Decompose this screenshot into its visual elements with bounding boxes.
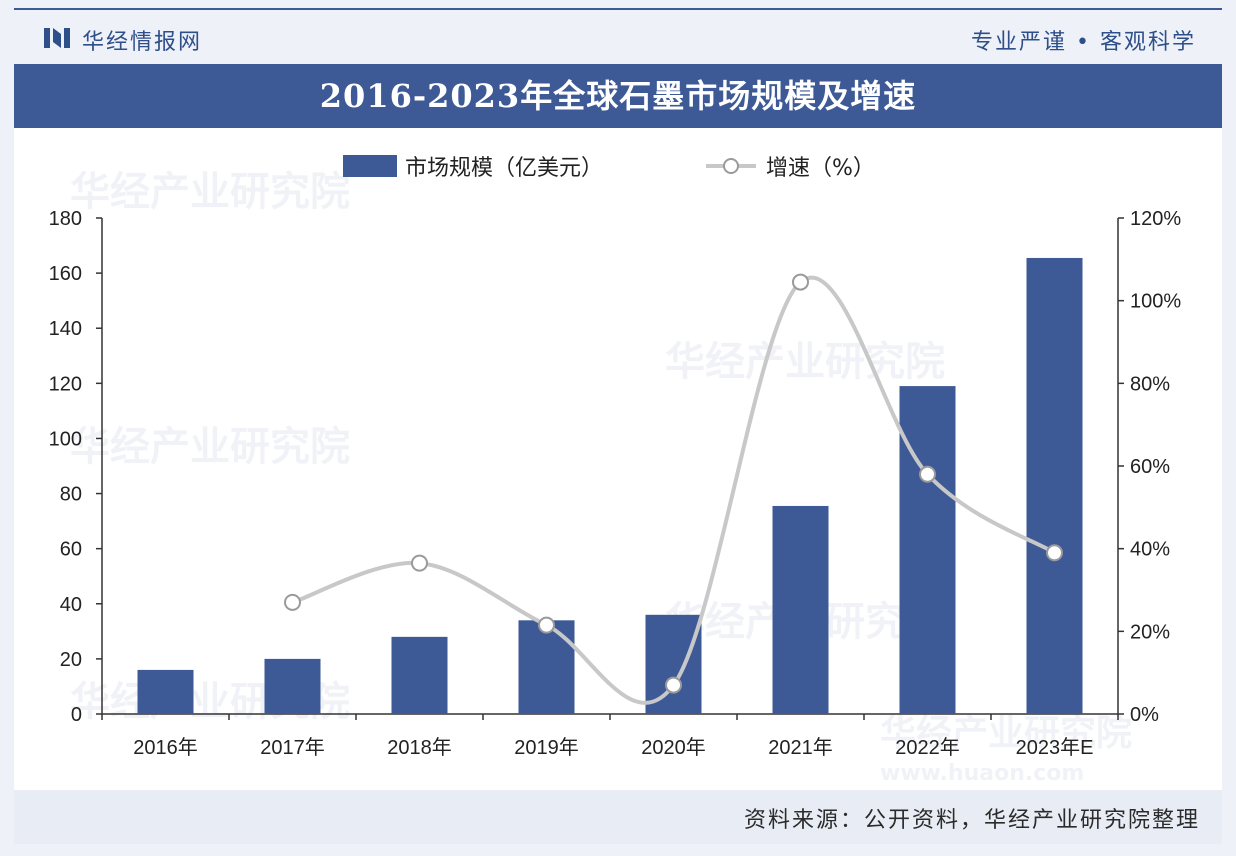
growth-point: [792, 273, 809, 291]
x-tick-label: 2016年: [133, 736, 198, 759]
bar: [137, 669, 194, 714]
legend-line-marker: [723, 158, 739, 174]
plot-panel: [14, 128, 1222, 790]
x-tick-label: 2021年: [768, 736, 833, 759]
slogan: 专业严谨 • 客观科学: [971, 30, 1196, 55]
top-rule: [14, 8, 1222, 10]
bar: [264, 658, 321, 714]
left-tick-label: 80: [60, 484, 82, 506]
left-tick-label: 120: [49, 373, 82, 395]
right-tick-label: 60%: [1130, 456, 1170, 478]
bar: [518, 620, 575, 714]
source-note: 资料来源：公开资料，华经产业研究院整理: [743, 808, 1200, 833]
bar: [772, 505, 829, 714]
x-tick-label: 2017年: [260, 736, 325, 759]
left-tick-label: 40: [60, 594, 82, 616]
header: 华经情报网 专业严谨 • 客观科学: [14, 12, 1222, 62]
growth-point: [1046, 544, 1063, 562]
x-tick-label: 2019年: [514, 736, 579, 759]
watermark-text: 华经产业研究院: [880, 713, 1132, 754]
right-tick-label: 120%: [1130, 208, 1181, 230]
watermark-text: 华经产业研究院: [70, 169, 350, 215]
left-tick-label: 60: [60, 539, 82, 561]
growth-point: [411, 554, 428, 572]
growth-point: [538, 616, 555, 634]
left-tick-label: 20: [60, 649, 82, 671]
title-bar: 2016-2023年全球石墨市场规模及增速: [14, 64, 1222, 128]
left-tick-label: 100: [49, 428, 82, 450]
watermark-url: www.huaon.com: [880, 761, 1084, 786]
watermark-layer: 华经产业研究院 华经产业研究院 华经产业研究院 华经产业研究院 华经产业研究院 …: [70, 169, 1132, 786]
bar: [645, 614, 702, 714]
right-tick-label: 20%: [1130, 621, 1170, 643]
x-tick-label: 2018年: [387, 736, 452, 759]
right-tick-label: 40%: [1130, 539, 1170, 561]
left-tick-label: 0: [71, 704, 82, 726]
legend: 市场规模（亿美元） 增速（%）: [343, 155, 875, 181]
brand-name: 华经情报网: [82, 30, 203, 55]
bar: [391, 636, 448, 714]
left-tick-label: 140: [49, 318, 82, 340]
axes: 0 20 40 60 80 100 120 140 160 180 0% 20% 40% 60% 80% 10…: [49, 208, 1182, 759]
x-tick-label: 2020年: [641, 736, 706, 759]
right-tick-label: 100%: [1130, 291, 1181, 313]
growth-line: [291, 275, 1056, 705]
legend-bar-swatch: [343, 155, 397, 177]
legend-label-line: 增速（%）: [766, 156, 875, 181]
right-tick-label: 0%: [1130, 704, 1159, 726]
growth-line-series: [284, 273, 1063, 705]
bar: [1026, 257, 1083, 714]
footer: 资料来源：公开资料，华经产业研究院整理: [14, 790, 1222, 844]
watermark-text: 华经产业研究院: [70, 424, 350, 470]
bar: [899, 386, 956, 714]
right-tick-label: 80%: [1130, 373, 1170, 395]
left-tick-label: 160: [49, 263, 82, 285]
left-tick-label: 180: [49, 208, 82, 230]
legend-label-bars: 市场规模（亿美元）: [405, 156, 603, 181]
watermark-text: 华经产业研究院: [665, 339, 945, 385]
growth-point: [665, 676, 682, 694]
x-tick-label: 2023年E: [1016, 736, 1094, 759]
growth-point: [919, 465, 936, 483]
growth-point: [284, 593, 301, 611]
chart-title: 2016-2023年全球石墨市场规模及增速: [319, 77, 917, 115]
brand-logo-icon: [44, 28, 70, 48]
x-tick-label: 2022年: [895, 736, 960, 759]
